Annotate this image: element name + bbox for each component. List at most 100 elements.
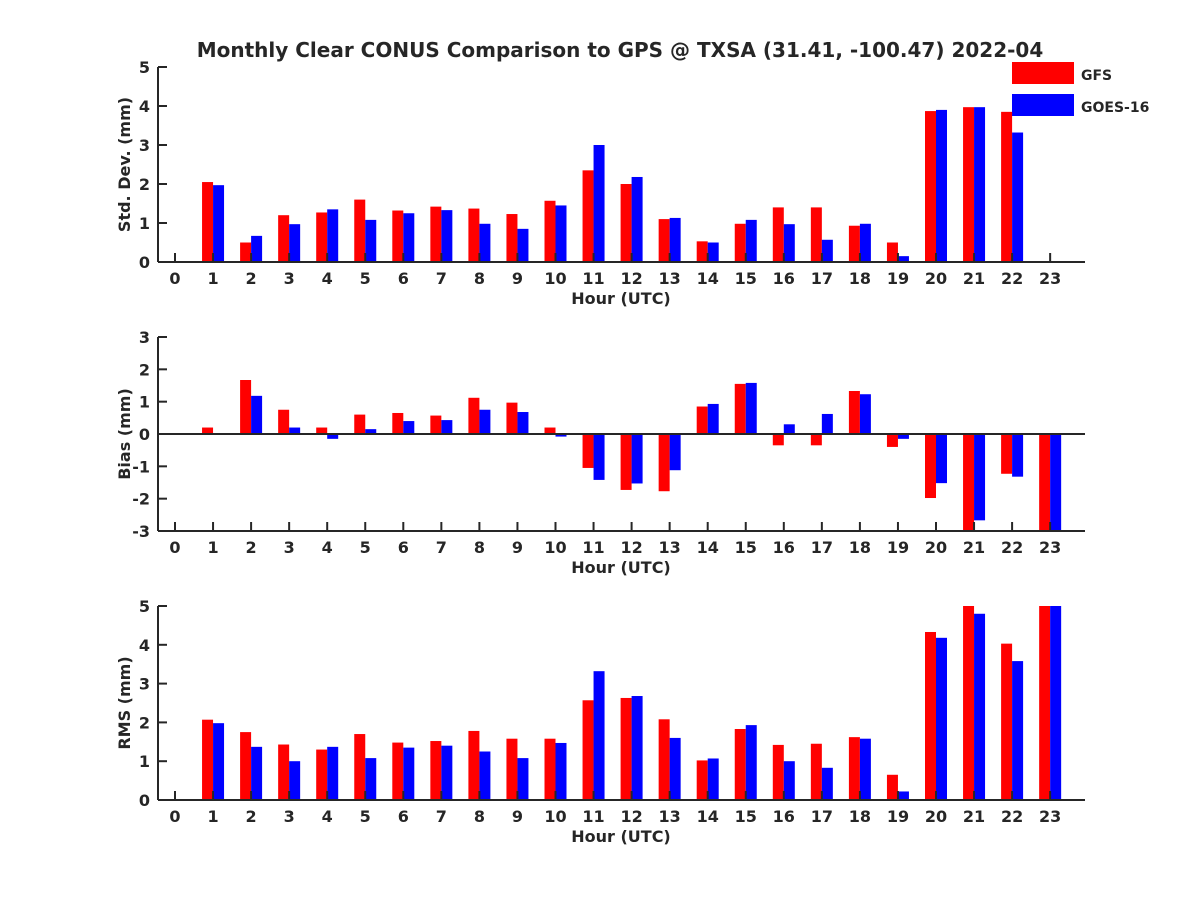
- x-tick-label: 5: [360, 807, 371, 826]
- x-tick-label: 15: [735, 269, 757, 288]
- bar-gfs-hour-8: [468, 730, 480, 800]
- bar-gfs-hour-21: [963, 107, 975, 262]
- x-tick-label: 6: [398, 538, 409, 557]
- bar-goes16-hour-9: [517, 758, 529, 800]
- x-tick-label: 13: [659, 538, 681, 557]
- x-tick-label: 6: [398, 807, 409, 826]
- bar-gfs-hour-21: [963, 434, 975, 531]
- x-tick-label: 12: [620, 269, 642, 288]
- x-tick-label: 11: [582, 269, 604, 288]
- bar-gfs-hour-15: [734, 223, 746, 262]
- legend-swatch-goes16: [1012, 94, 1074, 116]
- x-tick-label: 16: [773, 538, 795, 557]
- bar-goes16-hour-4: [327, 746, 339, 800]
- bar-gfs-hour-10: [544, 427, 556, 434]
- x-tick-label: 10: [544, 807, 566, 826]
- x-tick-label: 19: [887, 538, 909, 557]
- x-tick-label: 20: [925, 538, 947, 557]
- bar-gfs-hour-14: [696, 241, 708, 262]
- bar-gfs-hour-16: [772, 207, 784, 262]
- bar-gfs-hour-20: [925, 434, 936, 499]
- bar-gfs-hour-19: [886, 242, 898, 262]
- legend-label-goes16: GOES-16: [1081, 100, 1149, 116]
- bar-gfs-hour-12: [620, 434, 632, 490]
- x-tick-label: 5: [360, 269, 371, 288]
- bar-goes16-hour-10: [555, 742, 567, 800]
- bar-goes16-hour-10: [555, 434, 567, 437]
- x-tick-label: 8: [474, 807, 485, 826]
- bar-gfs-hour-10: [544, 738, 556, 800]
- bar-gfs-hour-5: [354, 734, 366, 800]
- bar-goes16-hour-5: [365, 758, 377, 800]
- bar-goes16-hour-11: [593, 434, 605, 480]
- x-tick-label: 2: [246, 269, 257, 288]
- bar-goes16-hour-20: [936, 637, 947, 800]
- x-tick-label: 9: [512, 269, 523, 288]
- x-tick-label: 18: [849, 807, 871, 826]
- bar-gfs-hour-1: [202, 427, 214, 434]
- bar-goes16-hour-22: [1012, 661, 1024, 800]
- bar-goes16-hour-13: [669, 737, 681, 800]
- bar-gfs-hour-1: [202, 719, 214, 800]
- bar-goes16-hour-9: [517, 228, 529, 262]
- bar-gfs-hour-6: [392, 210, 404, 262]
- x-tick-label: 22: [1001, 807, 1023, 826]
- bar-gfs-hour-8: [468, 397, 480, 434]
- x-tick-label: 5: [360, 538, 371, 557]
- bar-gfs-hour-4: [316, 212, 328, 262]
- x-tick-label: 21: [963, 269, 985, 288]
- x-tick-label: 23: [1039, 269, 1061, 288]
- bar-gfs-hour-15: [734, 728, 746, 800]
- legend: GFS GOES-16: [1012, 62, 1149, 116]
- y-tick-label: -2: [132, 490, 150, 509]
- x-tick-label: 15: [735, 538, 757, 557]
- y-axis-label: RMS (mm): [115, 656, 134, 749]
- x-tick-label: 7: [436, 807, 447, 826]
- y-tick-label: 3: [139, 136, 150, 155]
- bar-gfs-hour-19: [886, 434, 898, 447]
- y-tick-label: 3: [139, 328, 150, 347]
- bar-gfs-hour-14: [696, 406, 708, 434]
- y-tick-label: 4: [139, 97, 150, 116]
- bar-gfs-hour-22: [1001, 643, 1013, 800]
- bar-gfs-hour-7: [430, 741, 442, 800]
- x-axis-label: Hour (UTC): [571, 827, 671, 846]
- bar-gfs-hour-5: [354, 414, 366, 434]
- x-tick-label: 16: [773, 807, 795, 826]
- bar-goes16-hour-11: [593, 145, 605, 262]
- bar-gfs-hour-23: [1039, 606, 1051, 800]
- bar-goes16-hour-12: [631, 176, 643, 262]
- bar-goes16-hour-10: [555, 205, 567, 262]
- x-tick-label: 21: [963, 807, 985, 826]
- bar-goes16-hour-23: [1050, 606, 1062, 800]
- bar-gfs-hour-13: [658, 219, 670, 262]
- bar-gfs-hour-12: [620, 697, 632, 800]
- x-tick-label: 17: [811, 538, 833, 557]
- bar-goes16-hour-19: [897, 256, 909, 262]
- y-tick-label: 1: [139, 214, 150, 233]
- bar-gfs-hour-17: [810, 434, 822, 446]
- y-axis-label: Bias (mm): [115, 388, 134, 480]
- y-tick-label: 2: [139, 360, 150, 379]
- bar-goes16-hour-1: [213, 723, 225, 800]
- bar-gfs-hour-23: [1039, 434, 1051, 531]
- bar-goes16-hour-7: [441, 420, 453, 434]
- bar-goes16-hour-17: [821, 413, 833, 434]
- bar-gfs-hour-18: [848, 737, 860, 800]
- bar-goes16-hour-8: [479, 751, 491, 800]
- bar-goes16-hour-4: [327, 434, 339, 439]
- bar-goes16-hour-17: [821, 239, 833, 262]
- x-tick-label: 18: [849, 538, 871, 557]
- legend-label-gfs: GFS: [1081, 68, 1112, 84]
- bar-gfs-hour-3: [278, 215, 290, 262]
- x-tick-label: 1: [207, 807, 218, 826]
- bar-goes16-hour-9: [517, 412, 529, 434]
- x-tick-label: 0: [169, 807, 180, 826]
- x-tick-label: 15: [735, 807, 757, 826]
- bar-goes16-hour-14: [707, 242, 719, 262]
- x-tick-label: 6: [398, 269, 409, 288]
- x-tick-label: 0: [169, 269, 180, 288]
- x-tick-label: 23: [1039, 807, 1061, 826]
